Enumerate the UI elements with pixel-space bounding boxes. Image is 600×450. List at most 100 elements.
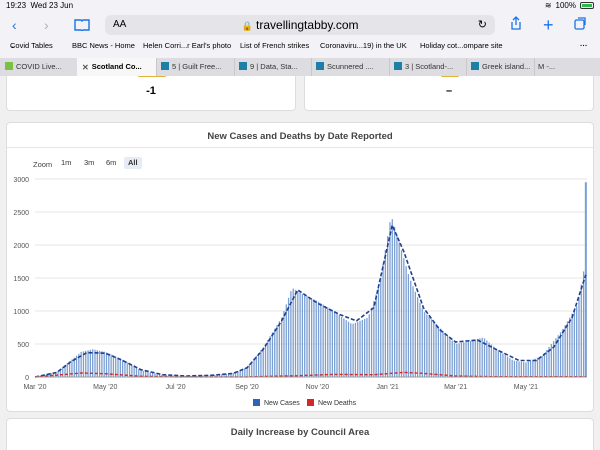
tab-scunnered[interactable]: Scunnered .... [311, 58, 390, 76]
cases-bar [407, 274, 410, 377]
cases-bar [121, 359, 124, 377]
url-field[interactable]: AA 🔒 travellingtabby.com ↻ [105, 15, 495, 35]
cases-bar [354, 322, 357, 377]
cases-bar [327, 307, 329, 377]
cases-bar [310, 298, 313, 377]
cases-bar [516, 361, 518, 377]
new-tab-icon[interactable]: + [543, 15, 554, 35]
cases-bar [380, 277, 382, 377]
cases-bar [584, 182, 587, 377]
x-tick-label: Nov '20 [306, 384, 330, 391]
cases-bar [68, 361, 71, 377]
close-tab-icon[interactable]: ✕ [82, 63, 89, 72]
wifi-icon: ≋ [544, 1, 552, 10]
bookmark-item[interactable]: Holiday cot...ompare site [420, 41, 503, 50]
back-icon[interactable]: ‹ [12, 17, 17, 33]
cases-bar [359, 320, 361, 377]
cases-bar [117, 357, 119, 377]
cases-bar [382, 263, 384, 377]
tab-scotland-covid[interactable]: ✕ Scotland Co... [77, 58, 157, 76]
cases-bar [536, 357, 539, 377]
cases-bar [472, 340, 474, 377]
zoom-3m-button[interactable]: 3m [84, 158, 95, 167]
cases-bar [451, 340, 453, 377]
cases-bar [43, 374, 45, 377]
cases-bar [426, 314, 428, 377]
share-icon[interactable] [510, 12, 522, 38]
cases-bar [470, 340, 472, 377]
cases-bar [497, 350, 499, 377]
cases-bar [75, 355, 78, 377]
cases-bar [490, 344, 493, 377]
tab-m[interactable]: M -... [538, 62, 556, 71]
cases-bar [345, 320, 347, 377]
cases-bar [377, 287, 380, 377]
y-tick-label: 1500 [13, 276, 29, 283]
cases-bar [329, 308, 331, 377]
cases-bar [112, 355, 115, 377]
cases-bar [306, 296, 308, 377]
cases-bar [48, 373, 50, 377]
legend-new-cases: New Cases [264, 400, 300, 407]
cases-bar [368, 314, 370, 377]
more-bookmarks-icon[interactable]: ··· [580, 41, 588, 50]
bookmarks-book-icon[interactable] [74, 12, 90, 38]
stat-change-right: – [445, 85, 453, 97]
zoom-label: Zoom [33, 160, 53, 169]
cases-bar [423, 312, 426, 377]
tab-greek-island[interactable]: Greek island... [466, 58, 535, 76]
cases-bar [163, 375, 165, 377]
cases-bar [308, 297, 310, 377]
zoom-6m-button[interactable]: 6m [106, 158, 117, 167]
cases-bar [331, 310, 334, 377]
bookmark-item[interactable]: Coronaviru...19) in the UK [320, 41, 407, 50]
tab-covid-live[interactable]: COVID Live... [0, 58, 78, 76]
cases-bar [234, 372, 237, 377]
x-tick-label: May '20 [93, 384, 117, 391]
cases-bar [294, 289, 297, 377]
cases-bar [299, 292, 301, 377]
cases-bar [486, 340, 488, 377]
site-favicon-icon [316, 62, 324, 70]
cases-bar [202, 375, 204, 377]
cases-bar [85, 350, 87, 377]
bookmark-item[interactable]: List of French strikes [240, 41, 310, 50]
cases-bar [221, 374, 223, 377]
tab-data-stats[interactable]: 9 | Data, Sta... [234, 58, 312, 76]
tab-overview-icon[interactable] [574, 12, 587, 38]
cases-bar [564, 325, 566, 377]
cases-bar [375, 294, 377, 377]
cases-bar [465, 341, 467, 377]
zoom-1m-button[interactable]: 1m [61, 158, 72, 167]
cases-bar [569, 317, 571, 377]
tab-scotland[interactable]: 3 | Scotland-... [389, 58, 467, 76]
zoom-all-button[interactable]: All [124, 157, 142, 169]
reload-icon[interactable]: ↻ [477, 19, 487, 31]
cases-bar [555, 338, 557, 377]
cases-bar [430, 319, 433, 377]
status-time: 19:23 Wed 23 Jun [6, 1, 74, 10]
cases-bar [274, 328, 276, 377]
cases-bar [546, 349, 548, 377]
text-size-button[interactable]: AA [113, 19, 127, 30]
cases-bar [347, 321, 350, 377]
cases-bar [566, 321, 569, 377]
forward-icon[interactable]: › [44, 17, 49, 33]
cases-bar [71, 359, 73, 377]
tab-guilt-free[interactable]: 5 | Guilt Free... [156, 58, 235, 76]
bookmark-item[interactable]: BBC News - Home [72, 41, 135, 50]
cases-bar [62, 367, 64, 377]
bookmark-item[interactable]: Helen Corri...r Earl's photo [143, 41, 232, 50]
cases-deaths-chart[interactable]: 0 500 1000 1500 2000 2500 3000 Mar '20 May '20 Ju… [7, 171, 593, 411]
cases-bar [119, 358, 121, 377]
cases-bar [89, 349, 92, 377]
cases-bar [271, 332, 274, 377]
cases-bar [550, 344, 552, 377]
x-tick-label: Jan '21 [376, 384, 398, 391]
cases-bar [557, 335, 559, 377]
cases-bar [228, 373, 230, 377]
cases-bar [493, 346, 495, 377]
cases-bar [440, 328, 442, 377]
tab-strip: COVID Live... ✕ Scotland Co... 5 | Guilt … [0, 58, 600, 76]
cases-bar [317, 301, 320, 377]
